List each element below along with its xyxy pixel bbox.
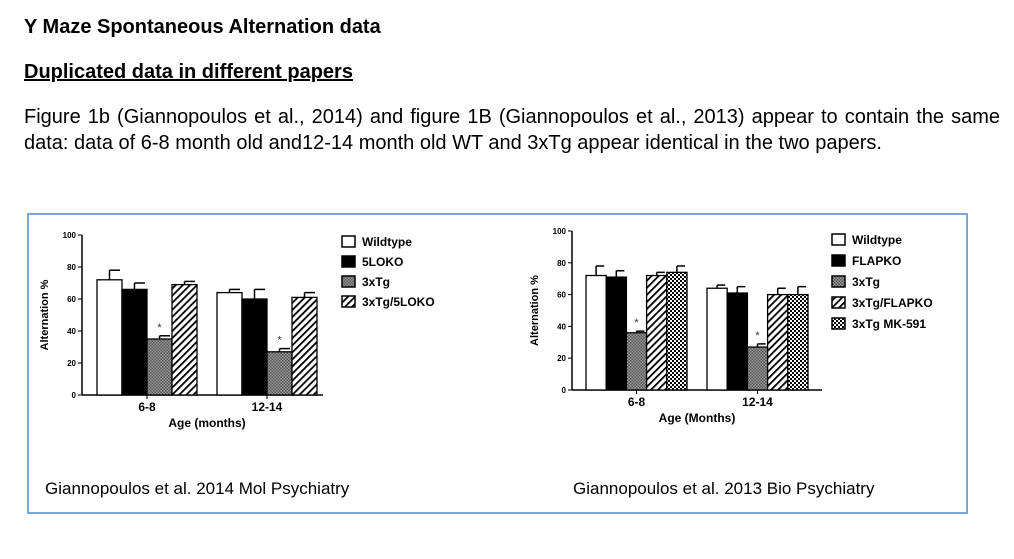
legend-swatch <box>831 296 846 309</box>
bar-5loko <box>121 288 148 396</box>
y-tick-label: 20 <box>557 354 566 363</box>
y-tick-label: 0 <box>72 391 77 400</box>
legend-label: 3xTg/FLAPKO <box>852 296 933 310</box>
bar-3xtg <box>266 351 293 396</box>
legend-label: 3xTg MK-591 <box>852 317 926 331</box>
legend-swatch <box>341 295 356 308</box>
legend-label: FLAPKO <box>852 254 901 268</box>
significance-marker: * <box>755 330 760 342</box>
bar-3xtg-mk-591 <box>666 271 688 391</box>
bar-flapko <box>726 292 749 391</box>
bar-chart-2: 0 20 40 60 80 100 Alternation % 6-8 * 12-14 * Age (… <box>529 227 933 425</box>
legend-label: 3xTg/5LOKO <box>362 295 435 309</box>
legend-swatch <box>831 233 846 246</box>
significance-marker: * <box>277 335 282 347</box>
significance-marker: * <box>157 322 162 334</box>
legend-swatch <box>831 275 846 288</box>
bar-flapko <box>605 276 628 391</box>
bar-chart-1: 0 20 40 60 80 100 Alternation % 6-8 * 12-14 * Age (… <box>39 231 435 430</box>
legend-label: Wildtype <box>852 233 902 247</box>
legend-label: 3xTg <box>852 275 880 289</box>
figure-box <box>27 213 968 514</box>
y-tick-label: 100 <box>553 227 567 236</box>
bar-3xtg <box>625 332 648 391</box>
y-tick-label: 80 <box>67 263 76 272</box>
bar-3xtg-5loko <box>291 296 318 396</box>
y-axis-label: Alternation % <box>529 275 541 346</box>
y-tick-label: 40 <box>557 322 566 331</box>
x-tick-label: 6-8 <box>138 400 156 414</box>
bar-wildtype <box>585 274 607 391</box>
legend-swatch <box>341 275 356 288</box>
legend-swatch <box>831 317 846 330</box>
x-axis-label: Age (Months) <box>659 411 736 425</box>
legend-swatch <box>341 255 356 268</box>
legend-swatch <box>831 254 846 267</box>
legend-label: 3xTg <box>362 275 390 289</box>
bar-3xtg <box>746 346 769 391</box>
x-tick-label: 12-14 <box>252 400 283 414</box>
bar-3xtg-flapko <box>766 293 789 391</box>
bar-3xtg <box>146 338 173 396</box>
bar-5loko <box>241 298 268 396</box>
y-tick-label: 0 <box>562 386 567 395</box>
legend-label: 5LOKO <box>362 255 403 269</box>
section-subtitle: Duplicated data in different papers <box>24 61 353 83</box>
bar-wildtype <box>216 291 243 396</box>
caption-right: Giannopoulos et al. 2013 Bio Psychiatry <box>573 479 875 498</box>
bar-wildtype <box>706 287 728 391</box>
y-axis-label: Alternation % <box>39 279 51 350</box>
caption-left: Giannopoulos et al. 2014 Mol Psychiatry <box>45 479 350 498</box>
y-tick-label: 40 <box>67 327 76 336</box>
legend-swatch <box>341 235 356 248</box>
x-tick-label: 12-14 <box>742 395 773 409</box>
y-tick-label: 80 <box>557 259 566 268</box>
y-tick-label: 100 <box>63 231 77 240</box>
bar-3xtg-5loko <box>171 283 198 396</box>
page-title: Y Maze Spontaneous Alternation data <box>24 16 381 38</box>
x-axis-label: Age (months) <box>168 416 245 430</box>
bar-wildtype <box>96 279 123 396</box>
significance-marker: * <box>634 317 639 329</box>
y-tick-label: 20 <box>67 359 76 368</box>
x-tick-label: 6-8 <box>628 395 646 409</box>
legend-label: Wildtype <box>362 235 412 249</box>
bar-3xtg-mk-591 <box>787 293 809 391</box>
y-tick-label: 60 <box>557 291 566 300</box>
description-paragraph: Figure 1b (Giannopoulos et al., 2014) an… <box>24 106 1000 154</box>
bar-3xtg-flapko <box>645 274 668 391</box>
y-tick-label: 60 <box>67 295 76 304</box>
